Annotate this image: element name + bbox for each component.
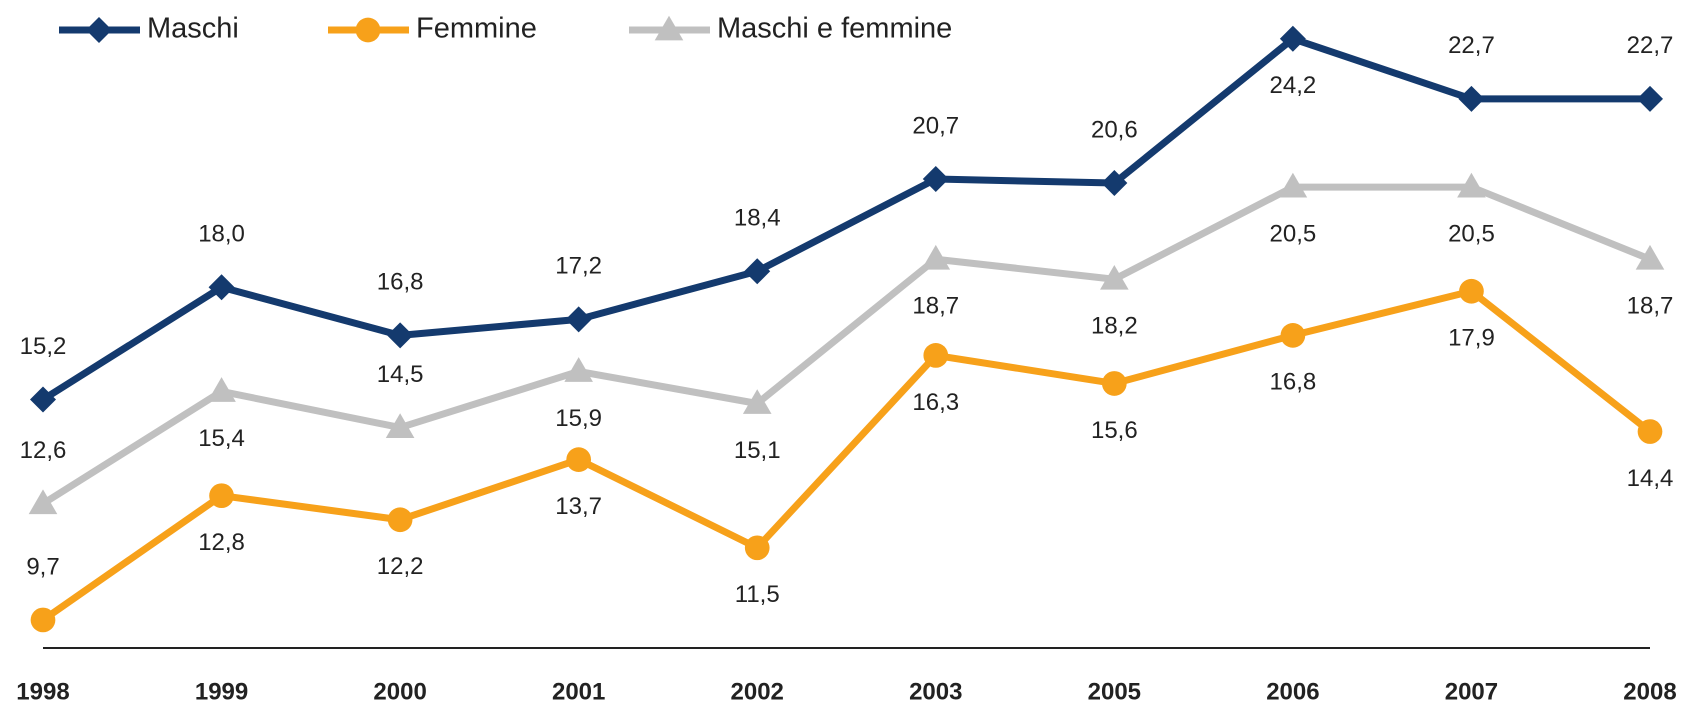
data-label: 20,7 — [912, 112, 959, 139]
data-label: 16,3 — [912, 389, 959, 416]
marker — [387, 322, 414, 349]
series-line — [41, 35, 1650, 403]
marker — [922, 166, 949, 193]
data-label: 12,6 — [20, 437, 67, 464]
data-label: 20,6 — [1091, 116, 1138, 143]
data-label: 20,5 — [1448, 220, 1495, 247]
data-label: 14,4 — [1627, 465, 1674, 492]
data-label: 12,2 — [377, 553, 424, 580]
data-label: 17,2 — [555, 253, 602, 280]
marker — [30, 386, 56, 413]
data-label: 16,8 — [377, 269, 424, 296]
marker — [207, 377, 236, 402]
x-tick-label: 2002 — [731, 678, 784, 705]
x-tick-label: 2007 — [1445, 678, 1498, 705]
marker — [1637, 419, 1663, 444]
x-tick-label: 2008 — [1623, 678, 1676, 705]
marker — [1280, 323, 1306, 348]
series-line — [41, 183, 1652, 507]
data-label: 22,7 — [1627, 32, 1674, 59]
data-label: 12,8 — [198, 529, 245, 556]
data-label: 11,5 — [735, 581, 780, 608]
data-label: 22,7 — [1448, 32, 1495, 59]
legend-label: Femmine — [416, 13, 537, 45]
legend-label: Maschi — [147, 13, 239, 45]
marker — [1457, 172, 1486, 198]
marker — [1637, 85, 1663, 112]
x-tick-label: 2006 — [1266, 678, 1319, 705]
x-tick-label: 2003 — [909, 678, 962, 705]
x-tick-label: 1999 — [195, 678, 248, 705]
data-label: 15,2 — [20, 333, 67, 360]
marker — [923, 343, 949, 368]
data-label: 15,1 — [734, 437, 781, 464]
marker — [1635, 244, 1665, 270]
data-label: 9,7 — [26, 553, 59, 580]
marker — [654, 15, 684, 41]
marker — [1101, 170, 1128, 197]
marker — [208, 274, 235, 301]
legend-label: Maschi e femmine — [717, 13, 952, 45]
marker — [564, 357, 593, 382]
data-label: 18,2 — [1091, 313, 1138, 340]
marker — [1278, 172, 1308, 198]
marker — [1101, 371, 1127, 396]
marker — [744, 535, 770, 561]
data-label: 20,5 — [1270, 220, 1317, 247]
marker — [387, 507, 413, 533]
marker — [1100, 264, 1129, 290]
data-label: 15,6 — [1091, 417, 1138, 444]
marker — [1279, 25, 1306, 52]
data-label: 16,8 — [1270, 369, 1317, 396]
data-label: 18,7 — [912, 293, 959, 320]
marker — [1459, 278, 1484, 304]
data-label: 18,7 — [1627, 293, 1674, 320]
data-label: 17,9 — [1448, 325, 1495, 352]
x-tick-label: 2005 — [1088, 678, 1141, 705]
marker — [28, 489, 58, 515]
marker — [742, 389, 772, 414]
data-label: 15,9 — [555, 405, 602, 432]
marker — [921, 244, 951, 270]
data-label: 18,4 — [734, 205, 781, 232]
marker — [209, 483, 234, 509]
data-label: 24,2 — [1270, 72, 1317, 99]
marker — [744, 258, 771, 285]
marker — [86, 17, 112, 43]
series-line — [41, 287, 1653, 623]
data-label: 14,5 — [377, 361, 424, 388]
marker — [355, 17, 381, 43]
marker — [1458, 85, 1485, 112]
data-label: 15,4 — [198, 425, 245, 452]
x-tick-label: 1998 — [16, 678, 69, 705]
data-label: 18,0 — [198, 221, 245, 248]
marker — [565, 306, 592, 333]
marker — [30, 607, 56, 633]
data-label: 13,7 — [555, 493, 602, 520]
marker — [566, 447, 592, 472]
x-tick-label: 2000 — [373, 678, 426, 705]
x-tick-label: 2001 — [552, 678, 605, 705]
marker — [385, 413, 415, 438]
